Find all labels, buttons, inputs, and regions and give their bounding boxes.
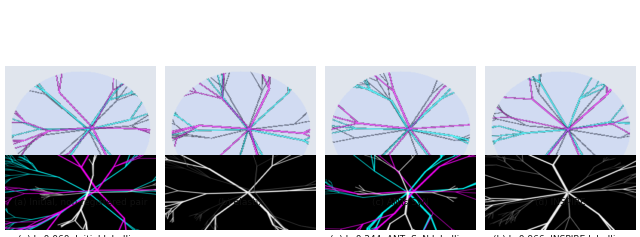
Text: (c) ANTs SyN: (c) ANTs SyN <box>372 198 429 207</box>
Text: (e) J=0.060, Initial labelling: (e) J=0.060, Initial labelling <box>18 235 143 237</box>
Text: (h) J=0.966, INSPIRE labelling: (h) J=0.966, INSPIRE labelling <box>493 235 627 237</box>
Text: (g) J=0.244, ANTs SyN labelling: (g) J=0.244, ANTs SyN labelling <box>330 235 470 237</box>
Text: elastix: elastix <box>241 203 278 212</box>
Text: (b) elastix: (b) elastix <box>218 198 263 207</box>
Text: (b): (b) <box>225 203 241 212</box>
Text: (a) Initial, non-registered pair: (a) Initial, non-registered pair <box>13 198 147 207</box>
Text: (d) INSPIRE: (d) INSPIRE <box>535 198 586 207</box>
